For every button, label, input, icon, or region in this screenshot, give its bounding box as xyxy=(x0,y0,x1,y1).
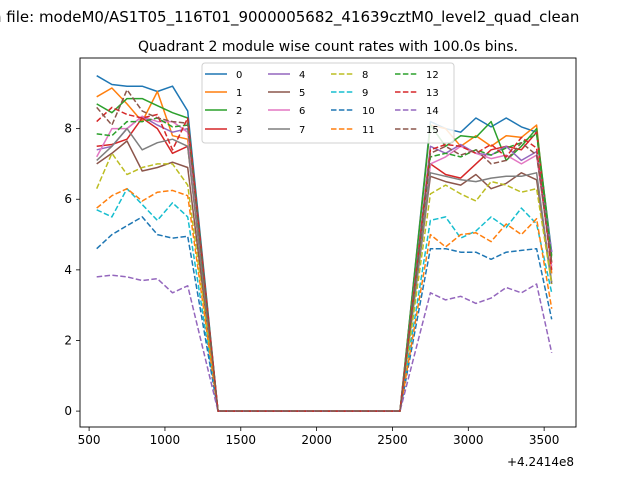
x-axis: 500 1000 1500 2000 2500 3000 3500 xyxy=(78,427,560,447)
legend-label-9: 9 xyxy=(362,88,368,99)
x-axis-offset-label: +4.2414e8 xyxy=(507,455,574,469)
series-line-6 xyxy=(96,115,553,412)
y-tick-label: 0 xyxy=(64,404,72,418)
figure-suptitle: n file: modeM0/AS1T05_116T01_9000005682_… xyxy=(0,8,579,27)
legend-label-0: 0 xyxy=(236,70,242,81)
series-line-15 xyxy=(96,89,553,412)
series-line-11 xyxy=(96,187,553,412)
legend-label-11: 11 xyxy=(362,125,375,136)
series-layer xyxy=(96,75,553,412)
legend-label-7: 7 xyxy=(299,125,305,136)
series-line-10 xyxy=(96,216,553,412)
series-line-3 xyxy=(96,117,553,412)
x-tick-label: 3000 xyxy=(453,433,484,447)
y-tick-label: 6 xyxy=(64,192,72,206)
series-line-7 xyxy=(96,127,553,412)
series-line-9 xyxy=(96,187,553,412)
series-line-5 xyxy=(96,140,553,412)
legend-label-1: 1 xyxy=(236,88,242,99)
series-line-12 xyxy=(96,117,553,412)
x-tick-label: 2500 xyxy=(377,433,408,447)
series-line-13 xyxy=(96,106,553,412)
legend-frame xyxy=(201,62,455,144)
x-tick-label: 500 xyxy=(78,433,101,447)
series-line-8 xyxy=(96,152,553,412)
y-axis: 0 2 4 6 8 xyxy=(64,122,80,418)
legend-label-6: 6 xyxy=(299,106,305,117)
series-line-2 xyxy=(96,97,553,412)
legend-label-2: 2 xyxy=(236,106,242,117)
legend-label-13: 13 xyxy=(426,88,439,99)
x-tick-label: 3500 xyxy=(529,433,560,447)
x-tick-label: 2000 xyxy=(301,433,332,447)
y-tick-label: 2 xyxy=(64,333,72,347)
series-line-14 xyxy=(96,274,553,412)
legend-label-4: 4 xyxy=(299,70,305,81)
legend-label-10: 10 xyxy=(362,106,375,117)
x-tick-label: 1500 xyxy=(226,433,257,447)
y-tick-label: 8 xyxy=(64,122,72,136)
chart-title: Quadrant 2 module wise count rates with … xyxy=(138,39,518,55)
y-tick-label: 4 xyxy=(64,263,72,277)
legend-label-15: 15 xyxy=(426,125,439,136)
axes-frame xyxy=(79,57,577,428)
legend-label-3: 3 xyxy=(236,125,242,136)
legend-label-5: 5 xyxy=(299,88,305,99)
legend-label-12: 12 xyxy=(426,70,439,81)
legend-label-8: 8 xyxy=(362,70,368,81)
legend-label-14: 14 xyxy=(426,106,439,117)
x-tick-label: 1000 xyxy=(150,433,181,447)
series-line-4 xyxy=(96,115,553,412)
